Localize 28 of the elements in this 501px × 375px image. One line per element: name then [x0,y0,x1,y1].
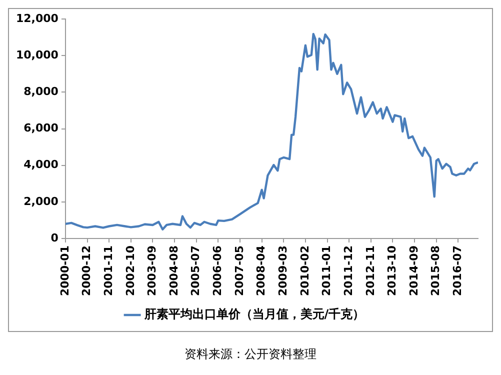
x-tick-label: 2013-10 [386,245,399,296]
x-tick-label: 2005-07 [189,246,202,296]
x-tick-label: 2011-01 [320,246,334,296]
x-tick-label: 2003-09 [146,246,159,296]
text: 资料来源：公开资料整理 [184,346,318,363]
y-tick-label: 0 [50,231,59,244]
x-tick-label: 2015-08 [429,246,442,296]
x-tick-label: 2016-07 [451,246,464,296]
x-tick-label: 2000-12 [80,246,94,296]
y-tick-label: 2,000 [24,194,59,208]
y-tick-label: 8,000 [24,85,59,98]
y-tick-label: 10,000 [16,48,59,62]
y-tick-label: 12,000 [16,12,59,25]
y-tick-label: 6,000 [24,122,59,135]
x-tick-label: 2000-01 [58,246,72,296]
x-tick-label: 2007-05 [232,246,246,296]
x-tick-label: 2014-09 [407,246,420,296]
legend-label: 肝素平均出口单价（当月值，美元/千克） [143,307,365,322]
x-tick-label: 2010-02 [298,246,312,296]
y-tick-label: 4,000 [24,158,59,172]
x-tick-label: 2009-03 [276,246,290,296]
x-tick-label: 2004-08 [167,246,180,296]
x-tick-label: 2011-12 [342,246,355,296]
x-tick-label: 2008-04 [254,245,268,296]
x-tick-label: 2002-10 [124,245,137,296]
x-tick-label: 2001-11 [102,246,115,296]
x-tick-label: 2006-06 [211,245,224,296]
x-tick-label: 2012-11 [364,246,377,296]
